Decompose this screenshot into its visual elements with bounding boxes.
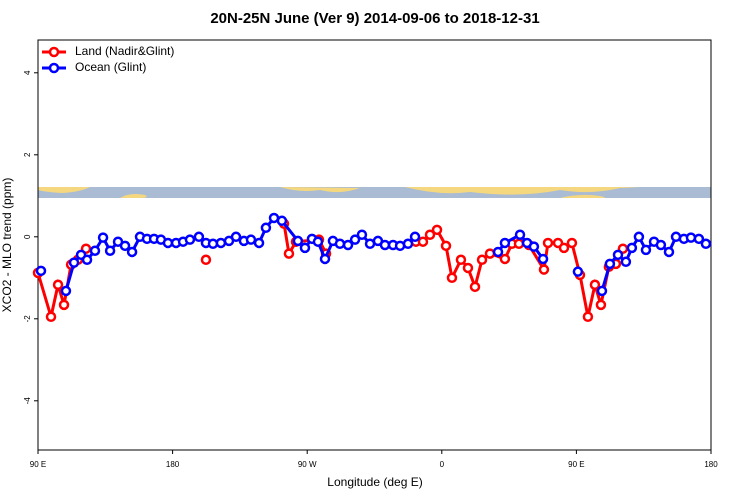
y-axis-label: XCO2 - MLO trend (ppm) (0, 178, 14, 313)
data-point (52, 279, 64, 291)
data-point (424, 229, 436, 240)
data-point (455, 254, 467, 266)
data-point (595, 299, 607, 311)
data-point (379, 239, 391, 251)
data-point (215, 237, 227, 249)
data-point (200, 254, 212, 266)
data-point (417, 236, 429, 247)
x-tick-label: 90 E (568, 460, 584, 469)
data-point (700, 238, 712, 250)
data-point (513, 238, 525, 250)
data-point (462, 262, 474, 274)
data-point (542, 237, 554, 249)
x-tick-label: 90 E (30, 460, 46, 469)
data-point (604, 258, 616, 270)
legend-label: Land (Nadir&Glint) (75, 44, 174, 58)
data-point (409, 231, 421, 243)
data-point (89, 245, 101, 256)
series-line (64, 216, 417, 292)
data-point (356, 229, 368, 240)
data-point (97, 232, 109, 243)
data-point (431, 224, 443, 236)
x-tick-label: 90 W (298, 460, 317, 469)
data-point (230, 231, 242, 243)
data-point (596, 285, 608, 297)
data-point (566, 237, 578, 249)
y-tick-label: -2 (23, 315, 32, 323)
data-point (319, 253, 331, 265)
data-point (245, 234, 257, 245)
data-point (476, 254, 488, 266)
data-point (126, 246, 138, 258)
data-point (299, 242, 311, 254)
y-tick-label: 4 (23, 70, 32, 75)
y-tick-label: -4 (23, 397, 32, 405)
data-point (81, 254, 93, 266)
data-point (60, 285, 72, 297)
data-point (349, 234, 361, 245)
x-axis-label: Longitude (deg E) (327, 475, 422, 489)
data-point (620, 256, 632, 268)
data-point (572, 266, 584, 277)
data-point (582, 311, 594, 322)
x-tick-label: 180 (166, 460, 180, 469)
data-point (499, 237, 511, 249)
data-point (612, 249, 624, 261)
data-point (68, 257, 80, 268)
data-point (484, 248, 496, 259)
data-point (283, 248, 295, 259)
data-point (663, 246, 675, 258)
data-point (193, 231, 205, 243)
data-point (655, 239, 667, 251)
data-point (558, 242, 570, 254)
data-point (537, 253, 549, 265)
data-point (589, 279, 601, 291)
data-point (499, 253, 511, 265)
data-point (342, 239, 354, 251)
chart-title: 20N-25N June (Ver 9) 2014-09-06 to 2018-… (210, 10, 539, 27)
y-tick-label: 2 (23, 152, 32, 157)
data-point (446, 272, 458, 284)
data-point (640, 244, 652, 256)
data-point (440, 240, 452, 252)
data-point (334, 238, 346, 250)
data-point (685, 232, 697, 243)
data-point (538, 264, 550, 275)
x-tick-label: 0 (440, 460, 445, 469)
data-point (633, 231, 645, 243)
data-point (253, 237, 265, 249)
legend-marker (48, 46, 60, 58)
data-point (514, 229, 526, 240)
y-tick-label: 0 (23, 234, 32, 239)
data-point (162, 237, 174, 249)
data-point (312, 236, 324, 247)
map-strip (38, 187, 711, 198)
data-point (693, 233, 705, 245)
data-point (184, 234, 196, 245)
data-point (276, 215, 288, 227)
legend-label: Ocean (Glint) (75, 60, 146, 74)
data-point (104, 245, 116, 256)
legend-marker (48, 62, 60, 74)
data-point (58, 299, 70, 311)
data-point (626, 242, 638, 254)
data-point (292, 235, 304, 247)
data-point (469, 281, 481, 293)
data-point (260, 222, 272, 234)
data-point (492, 246, 504, 258)
data-point (119, 240, 131, 252)
data-point (402, 238, 414, 250)
x-tick-label: 180 (704, 460, 718, 469)
data-point (45, 311, 57, 322)
data-point (35, 265, 47, 277)
data-point (528, 241, 540, 252)
